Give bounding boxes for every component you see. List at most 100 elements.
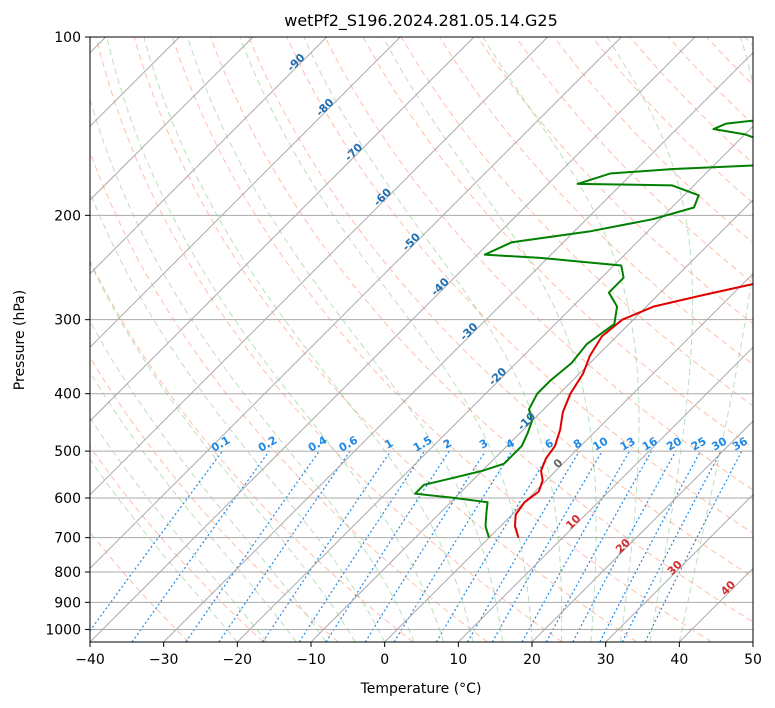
y-tick-label: 600 xyxy=(54,491,81,507)
dry-adiabat-label: -50 xyxy=(400,230,423,253)
mixing-ratio-line xyxy=(325,450,450,642)
dry-adiabat-line xyxy=(248,37,753,578)
isotherm-line xyxy=(384,272,753,642)
isotherm-line xyxy=(457,346,753,642)
plot-area: 0.1 0.2 0.4 0.6 1 1.5 2 3 4 6 8 10 13 16 20 25 30 36-100-… xyxy=(90,3,753,642)
isotherm-line xyxy=(310,199,753,642)
dry-adiabat-line xyxy=(668,37,753,125)
isotherm-line xyxy=(90,37,622,570)
moist-adiabat-line xyxy=(678,37,753,642)
mixing-ratio-line xyxy=(621,450,722,642)
isotherm-line xyxy=(678,567,753,642)
dry-adiabat-line xyxy=(515,37,753,284)
y-tick-label: 900 xyxy=(54,595,81,611)
dry-adiabat-label: -100 xyxy=(253,3,282,32)
mixing-ratio-line xyxy=(364,450,486,642)
chart-title: wetPf2_S196.2024.281.05.14.G25 xyxy=(284,11,558,31)
mixing-ratio-line xyxy=(262,450,392,642)
x-tick-label: 20 xyxy=(523,652,541,668)
dewpoint-profile-line xyxy=(414,119,753,538)
mixing-ratio-line xyxy=(90,450,223,632)
dry-adiabat-line xyxy=(286,37,753,534)
dry-adiabat-line xyxy=(324,37,753,491)
x-tick-label: 40 xyxy=(670,652,688,668)
isotherm-line xyxy=(90,37,328,275)
x-tick-label: −30 xyxy=(149,652,179,668)
x-tick-label: −20 xyxy=(223,652,253,668)
dry-adiabat-line xyxy=(744,37,753,47)
dry-adiabats xyxy=(90,37,753,642)
x-tick-label: 50 xyxy=(744,652,762,668)
dry-adiabat-line xyxy=(553,37,753,244)
isotherm-line xyxy=(90,37,549,496)
moist-adiabat-line xyxy=(90,320,327,642)
mixing-ratio-label: 2 xyxy=(441,437,454,452)
moist-adiabat-line xyxy=(143,37,474,642)
y-tick-label: 700 xyxy=(54,531,81,547)
plot-frame xyxy=(89,36,754,643)
sounding-series xyxy=(414,119,753,538)
temperature-profile-line xyxy=(513,283,753,538)
moist-adiabat-line xyxy=(482,37,640,642)
dry-adiabat-label: -80 xyxy=(313,96,336,119)
y-tick-label: 1000 xyxy=(45,622,81,638)
moist-adiabat-line xyxy=(187,37,504,642)
isotherms xyxy=(90,37,753,642)
dry-adiabat-line xyxy=(210,37,753,623)
moist-adiabat-line xyxy=(90,458,238,642)
dry-adiabat-label: 40 xyxy=(718,578,738,598)
moist-adiabat-line xyxy=(90,416,268,642)
dry-adiabat-line xyxy=(90,356,339,642)
dry-adiabat-label: -60 xyxy=(371,185,394,208)
x-tick-label: 0 xyxy=(380,652,389,668)
moist-adiabat-line xyxy=(90,261,356,642)
dry-adiabat-line xyxy=(133,37,638,642)
x-tick-label: −10 xyxy=(296,652,326,668)
y-axis-label: Pressure (hPa) xyxy=(12,290,28,390)
moist-adiabat-line xyxy=(90,190,386,642)
mixing-ratio-line xyxy=(599,450,702,642)
moist-adiabat-line xyxy=(382,37,597,642)
y-tick-label: 400 xyxy=(54,387,81,403)
dry-adiabat-line xyxy=(171,37,712,642)
moist-adiabat-line xyxy=(106,37,445,642)
moist-adiabat-line xyxy=(90,371,297,642)
dry-adiabat-label: 20 xyxy=(613,536,633,556)
isotherm-line xyxy=(90,37,254,201)
y-tick-label: 300 xyxy=(54,313,81,329)
mixing-ratio-line xyxy=(298,450,425,642)
isotherm-line xyxy=(752,641,753,642)
isotherm-line xyxy=(605,493,753,642)
moist-adiabat-line xyxy=(303,37,563,642)
mixing-ratio-line xyxy=(466,450,580,642)
mixing-ratio-label: 6 xyxy=(543,436,556,451)
isotherm-line xyxy=(90,37,696,642)
y-axis: 1000 900 800 700 600 500 400 300 200 100 xyxy=(45,30,90,638)
dry-adiabat-label: -20 xyxy=(486,365,509,388)
mixing-ratio-line xyxy=(131,450,270,642)
mixing-ratio-line xyxy=(435,450,552,642)
isobars xyxy=(90,214,753,630)
dry-adiabat-line xyxy=(95,37,563,642)
moist-adiabat-line xyxy=(239,37,533,642)
x-axis-label: Temperature (°C) xyxy=(360,681,482,697)
y-tick-label: 100 xyxy=(54,30,81,46)
dry-adiabat-line xyxy=(90,531,190,642)
dry-adiabat-label: 30 xyxy=(665,558,685,578)
dry-adiabat-line xyxy=(90,445,264,642)
y-tick-label: 500 xyxy=(54,444,81,460)
isotherm-line xyxy=(90,37,401,349)
isotherm-line xyxy=(236,125,753,642)
moist-adiabat-line xyxy=(606,37,694,642)
x-axis: −40 −30 −20 −10 0 10 20 30 40 50 xyxy=(75,642,762,668)
x-tick-label: 30 xyxy=(597,652,615,668)
isotherm-line xyxy=(163,51,753,642)
dry-adiabat-label: -30 xyxy=(457,320,480,343)
mixing-ratio-line xyxy=(218,450,351,642)
mixing-ratio-lines xyxy=(90,450,743,642)
dry-adiabat-label: -90 xyxy=(284,51,307,74)
dry-adiabat-label: 10 xyxy=(563,512,583,532)
y-tick-label: 800 xyxy=(54,565,81,581)
dry-adiabat-label: -10 xyxy=(515,410,538,433)
